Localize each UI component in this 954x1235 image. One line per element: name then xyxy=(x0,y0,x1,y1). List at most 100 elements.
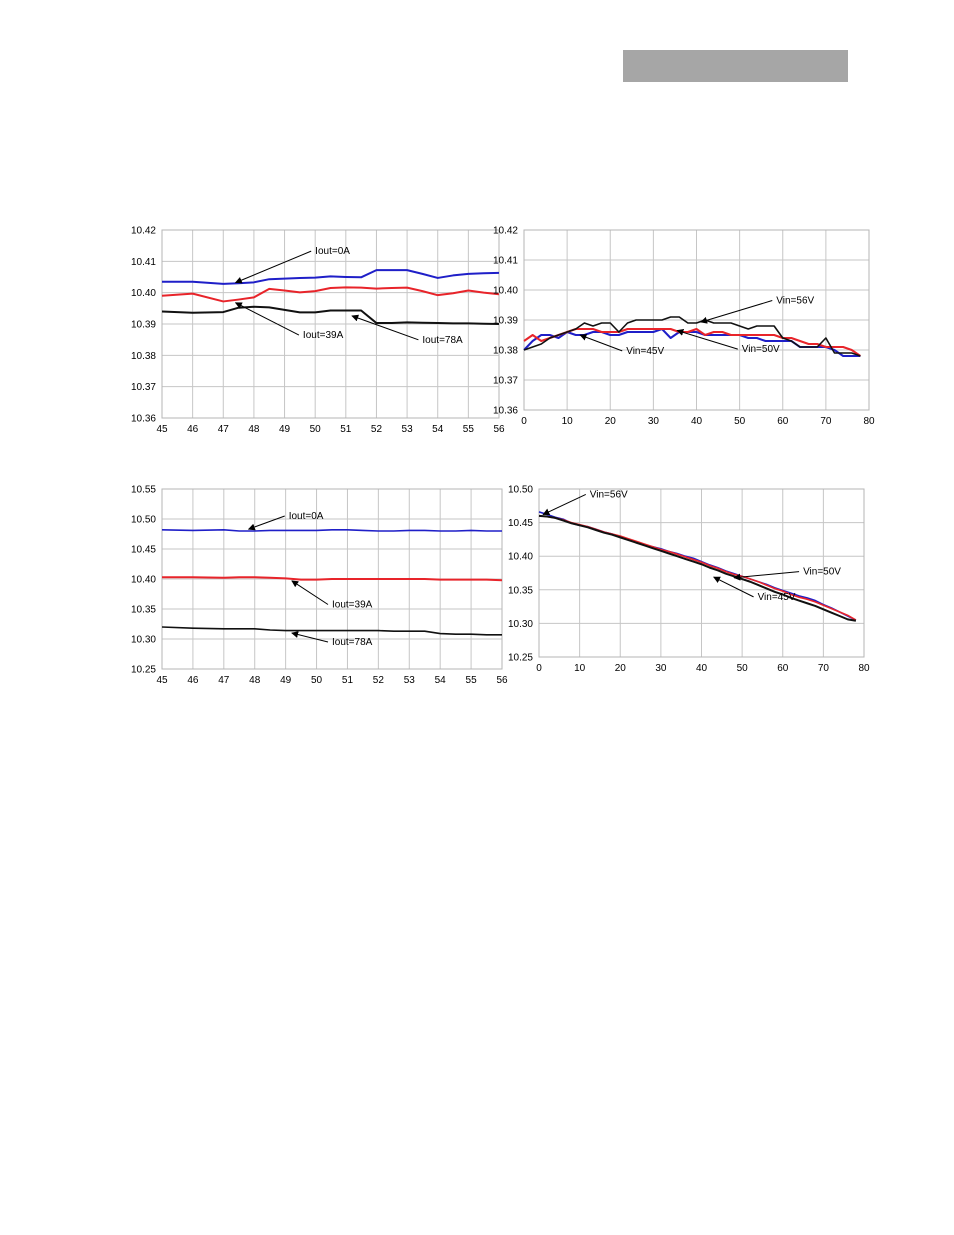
y-tick-label: 10.42 xyxy=(493,226,518,237)
x-tick-label: 40 xyxy=(696,663,708,674)
x-tick-label: 40 xyxy=(691,416,703,427)
x-tick-label: 10 xyxy=(562,416,574,427)
annotation-arrow xyxy=(700,300,773,324)
x-tick-label: 60 xyxy=(777,416,789,427)
chart-tr-svg: 10.36 10.37 10.38 10.39 10.40 10.41 10.42 0 10 20… xyxy=(493,226,875,428)
y-tick-label: 10.41 xyxy=(131,257,156,268)
series-line-black xyxy=(161,305,500,325)
y-tick-label: 10.30 xyxy=(508,619,533,630)
x-tick-label: 52 xyxy=(371,424,383,435)
chart-output-voltage-droop-vs-input-voltage: 10.25 10.30 10.35 10.40 10.45 10.50 10.55 45 46 4… xyxy=(118,481,514,691)
x-tick-label: 70 xyxy=(818,663,830,674)
chart-output-voltage-droop-vs-output-current: 10.25 10.30 10.35 10.40 10.45 10.50 0 10 20 30 40 5… xyxy=(495,481,876,679)
annotation-label: Iout=78A xyxy=(332,637,373,648)
chart-bl-svg: 10.25 10.30 10.35 10.40 10.45 10.50 10.55 45 46 4… xyxy=(131,485,508,687)
x-tick-label: 20 xyxy=(615,663,627,674)
header-bar xyxy=(623,50,848,82)
y-tick-label: 10.36 xyxy=(131,414,156,425)
series-line-black xyxy=(161,626,502,636)
plot-frame xyxy=(523,229,870,411)
y-tick-label: 10.25 xyxy=(508,653,533,664)
y-tick-label: 10.36 xyxy=(493,406,518,417)
plot-frame xyxy=(538,488,865,658)
series-line-blue xyxy=(161,528,502,532)
y-tick-label: 10.30 xyxy=(131,635,156,646)
y-tick-label: 10.40 xyxy=(508,552,533,563)
annotation-label: Iout=39A xyxy=(332,600,373,611)
annotation-arrow xyxy=(713,576,754,598)
x-tick-label: 0 xyxy=(536,663,542,674)
x-tick-label: 50 xyxy=(311,675,323,686)
y-tick-label: 10.38 xyxy=(493,346,518,357)
x-tick-label: 70 xyxy=(820,416,832,427)
annotation-arrow xyxy=(676,328,738,350)
y-tick-label: 10.37 xyxy=(493,376,518,387)
x-tick-label: 30 xyxy=(648,416,660,427)
y-tick-label: 10.35 xyxy=(131,605,156,616)
series-line-red xyxy=(162,576,503,582)
annotation-arrow xyxy=(733,571,800,581)
x-tick-label: 52 xyxy=(373,675,385,686)
x-tick-label: 54 xyxy=(432,424,444,435)
x-tick-label: 55 xyxy=(463,424,475,435)
annotation-label: Iout=39A xyxy=(303,330,344,341)
x-tick-label: 10 xyxy=(574,663,586,674)
chart-tl-svg: 10.36 10.37 10.38 10.39 10.40 10.41 10.42 45 46 4… xyxy=(131,226,505,436)
y-tick-label: 10.41 xyxy=(493,256,518,267)
y-tick-label: 10.42 xyxy=(131,226,156,237)
x-tick-label: 49 xyxy=(280,675,292,686)
x-tick-label: 56 xyxy=(496,675,508,686)
x-tick-label: 45 xyxy=(156,675,168,686)
chart-br-svg: 10.25 10.30 10.35 10.40 10.45 10.50 0 10 20 30 40 5… xyxy=(508,485,870,675)
x-tick-label: 0 xyxy=(521,416,527,427)
x-tick-label: 47 xyxy=(218,675,230,686)
y-tick-label: 10.38 xyxy=(131,351,156,362)
x-tick-label: 51 xyxy=(342,675,354,686)
series-line-black xyxy=(538,514,857,622)
x-tick-label: 80 xyxy=(863,416,875,427)
y-tick-label: 10.35 xyxy=(508,585,533,596)
x-tick-label: 50 xyxy=(734,416,746,427)
x-tick-label: 80 xyxy=(858,663,870,674)
annotation-label: Vin=50V xyxy=(742,344,780,355)
y-tick-label: 10.45 xyxy=(131,545,156,556)
x-tick-label: 55 xyxy=(466,675,478,686)
annotation-label: Iout=0A xyxy=(315,246,350,257)
plot-frame xyxy=(161,488,503,670)
x-tick-label: 30 xyxy=(655,663,667,674)
y-tick-label: 10.40 xyxy=(131,288,156,299)
annotation-arrow xyxy=(542,493,586,516)
annotation-arrow xyxy=(247,515,285,531)
x-tick-label: 48 xyxy=(248,424,260,435)
x-tick-label: 20 xyxy=(605,416,617,427)
y-tick-label: 10.25 xyxy=(131,665,156,676)
x-tick-label: 54 xyxy=(435,675,447,686)
y-tick-label: 10.45 xyxy=(508,518,533,529)
x-tick-label: 47 xyxy=(218,424,230,435)
annotation-label: Iout=0A xyxy=(289,511,324,522)
annotation-label: Vin=56V xyxy=(590,489,628,500)
series-line-red xyxy=(161,286,500,303)
x-tick-label: 53 xyxy=(402,424,414,435)
x-tick-label: 60 xyxy=(777,663,789,674)
x-tick-label: 50 xyxy=(310,424,322,435)
annotation-arrow xyxy=(234,250,312,284)
y-tick-label: 10.39 xyxy=(493,316,518,327)
x-tick-label: 46 xyxy=(187,675,199,686)
annotation-arrow xyxy=(234,302,300,336)
annotation-arrow xyxy=(351,314,419,341)
annotation-arrow xyxy=(291,631,329,643)
annotation-arrow xyxy=(579,333,623,352)
y-tick-label: 10.50 xyxy=(508,485,533,496)
y-tick-label: 10.50 xyxy=(131,515,156,526)
x-tick-label: 50 xyxy=(737,663,749,674)
y-tick-label: 10.37 xyxy=(131,382,156,393)
annotation-label: Iout=78A xyxy=(422,335,463,346)
x-tick-label: 53 xyxy=(404,675,416,686)
series-line-blue xyxy=(523,328,861,357)
annotation-label: Vin=45V xyxy=(626,346,664,357)
annotation-arrow xyxy=(291,580,329,605)
x-tick-label: 51 xyxy=(340,424,352,435)
x-tick-label: 45 xyxy=(156,424,168,435)
x-tick-label: 48 xyxy=(249,675,261,686)
